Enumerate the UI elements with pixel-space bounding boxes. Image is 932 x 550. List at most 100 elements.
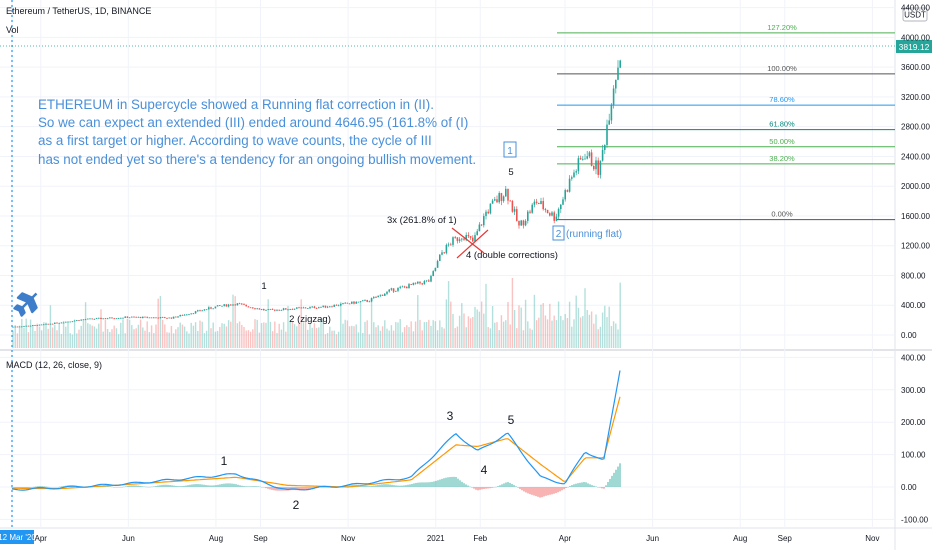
boxed-wave-1[interactable] bbox=[503, 141, 517, 158]
volume-bar bbox=[443, 328, 445, 348]
volume-bar bbox=[454, 328, 456, 348]
volume-bar bbox=[324, 334, 327, 348]
candle-body bbox=[359, 301, 362, 303]
candle-body bbox=[113, 318, 115, 320]
price-tick: 0.00 bbox=[901, 331, 917, 340]
candle-body bbox=[443, 252, 445, 254]
volume-bar bbox=[315, 328, 318, 348]
macd-histogram-bar bbox=[611, 475, 613, 487]
candle-body bbox=[584, 158, 586, 160]
macd-histogram-bar bbox=[591, 485, 593, 487]
candle-body bbox=[599, 160, 602, 175]
macd-histogram-bar bbox=[255, 486, 257, 487]
volume-bar bbox=[93, 326, 96, 348]
candle-body bbox=[617, 67, 619, 80]
volume-bar bbox=[359, 301, 362, 348]
volume-bar bbox=[551, 320, 553, 348]
macd-histogram-bar bbox=[619, 463, 621, 487]
volume-bar bbox=[617, 329, 619, 348]
candle-body bbox=[164, 317, 166, 319]
candle-body bbox=[230, 304, 232, 306]
macd-pane[interactable] bbox=[0, 352, 895, 525]
volume-bar bbox=[601, 312, 604, 348]
airplane-icon bbox=[13, 292, 38, 317]
volume-bar bbox=[278, 323, 280, 348]
macd-histogram-bar bbox=[163, 484, 165, 487]
trendline-red-2[interactable] bbox=[451, 227, 485, 254]
candle-body bbox=[258, 308, 261, 310]
volume-bar bbox=[491, 306, 494, 348]
candle-body bbox=[533, 201, 536, 205]
candle-body bbox=[311, 306, 313, 308]
candle-body bbox=[183, 314, 186, 316]
candle-body bbox=[82, 319, 85, 321]
candle-body bbox=[54, 322, 56, 324]
volume-bar bbox=[311, 327, 313, 348]
volume-bar bbox=[329, 326, 331, 348]
volume-bar bbox=[351, 325, 353, 348]
volume-bar bbox=[511, 278, 514, 348]
macd-histogram-bar bbox=[253, 486, 255, 487]
macd-histogram-bar bbox=[521, 487, 523, 491]
volume-bar bbox=[148, 332, 151, 348]
candle-body bbox=[47, 323, 49, 325]
macd-histogram-bar bbox=[131, 485, 133, 487]
candle-body bbox=[524, 220, 527, 226]
time-tick: Jun bbox=[122, 534, 135, 543]
price-axis[interactable]: 4400.00 4000.00 3600.00 3200.00 2800.00 2400.… bbox=[901, 4, 930, 340]
candle-body bbox=[238, 303, 241, 305]
macd-histogram-bar bbox=[157, 485, 159, 487]
volume-bar bbox=[606, 317, 608, 348]
macd-histogram-bar bbox=[121, 486, 123, 488]
volume-bar bbox=[225, 326, 228, 348]
macd-histogram-bar bbox=[415, 482, 417, 487]
candle-body bbox=[256, 308, 258, 310]
volume-bar bbox=[496, 322, 498, 348]
volume-bar bbox=[214, 331, 217, 348]
macd-axis[interactable]: 400.00 300.00 200.00 100.00 0.00 -100.00 bbox=[901, 353, 929, 524]
boxed-wave-2[interactable] bbox=[552, 225, 565, 241]
candle-body bbox=[483, 216, 485, 226]
volume-bar bbox=[509, 324, 511, 348]
volume-bar bbox=[142, 327, 144, 348]
wave-label-zigzag: 2 (zigzag) bbox=[289, 314, 331, 325]
candle-body bbox=[590, 152, 593, 166]
volume-bar bbox=[421, 330, 423, 348]
currency-box[interactable] bbox=[902, 7, 928, 22]
candle-body bbox=[109, 317, 111, 319]
candle-body bbox=[555, 216, 558, 221]
volume-bar bbox=[263, 322, 265, 348]
volume-bar bbox=[267, 299, 269, 348]
macd-histogram-bar bbox=[479, 487, 481, 490]
analysis-annotation[interactable]: ETHEREUM in Supercycle showed a Running … bbox=[38, 96, 477, 169]
candle-body bbox=[463, 238, 465, 240]
candle-body bbox=[465, 235, 467, 240]
macd-histogram-bar bbox=[535, 487, 537, 497]
candle-body bbox=[326, 306, 329, 308]
macd-histogram-bar bbox=[387, 484, 389, 487]
macd-histogram-bar bbox=[477, 487, 479, 491]
macd-histogram-bar bbox=[421, 482, 423, 487]
macd-histogram-bar bbox=[563, 487, 565, 490]
running-flat-label: (running flat) bbox=[566, 229, 622, 240]
candle-body bbox=[45, 323, 47, 325]
macd-histogram-bar bbox=[589, 484, 591, 487]
macd-histogram-bar bbox=[573, 484, 575, 487]
volume-bar bbox=[362, 332, 364, 348]
volume-bar bbox=[115, 328, 118, 348]
candle-body bbox=[568, 178, 571, 192]
annotation-line-4: has not ended yet so there's a tendency … bbox=[38, 151, 477, 167]
volume-bar bbox=[555, 320, 558, 348]
macd-histogram-bar bbox=[505, 482, 507, 487]
volume-bar bbox=[104, 319, 107, 348]
candle-body bbox=[573, 172, 575, 178]
volume-bar bbox=[89, 324, 91, 348]
price-pane[interactable] bbox=[0, 0, 895, 348]
volume-bar bbox=[331, 330, 333, 348]
candle-body bbox=[21, 326, 23, 328]
macd-histogram-bar bbox=[275, 487, 277, 491]
volume-bar bbox=[69, 333, 71, 348]
volume-bar bbox=[289, 320, 291, 348]
